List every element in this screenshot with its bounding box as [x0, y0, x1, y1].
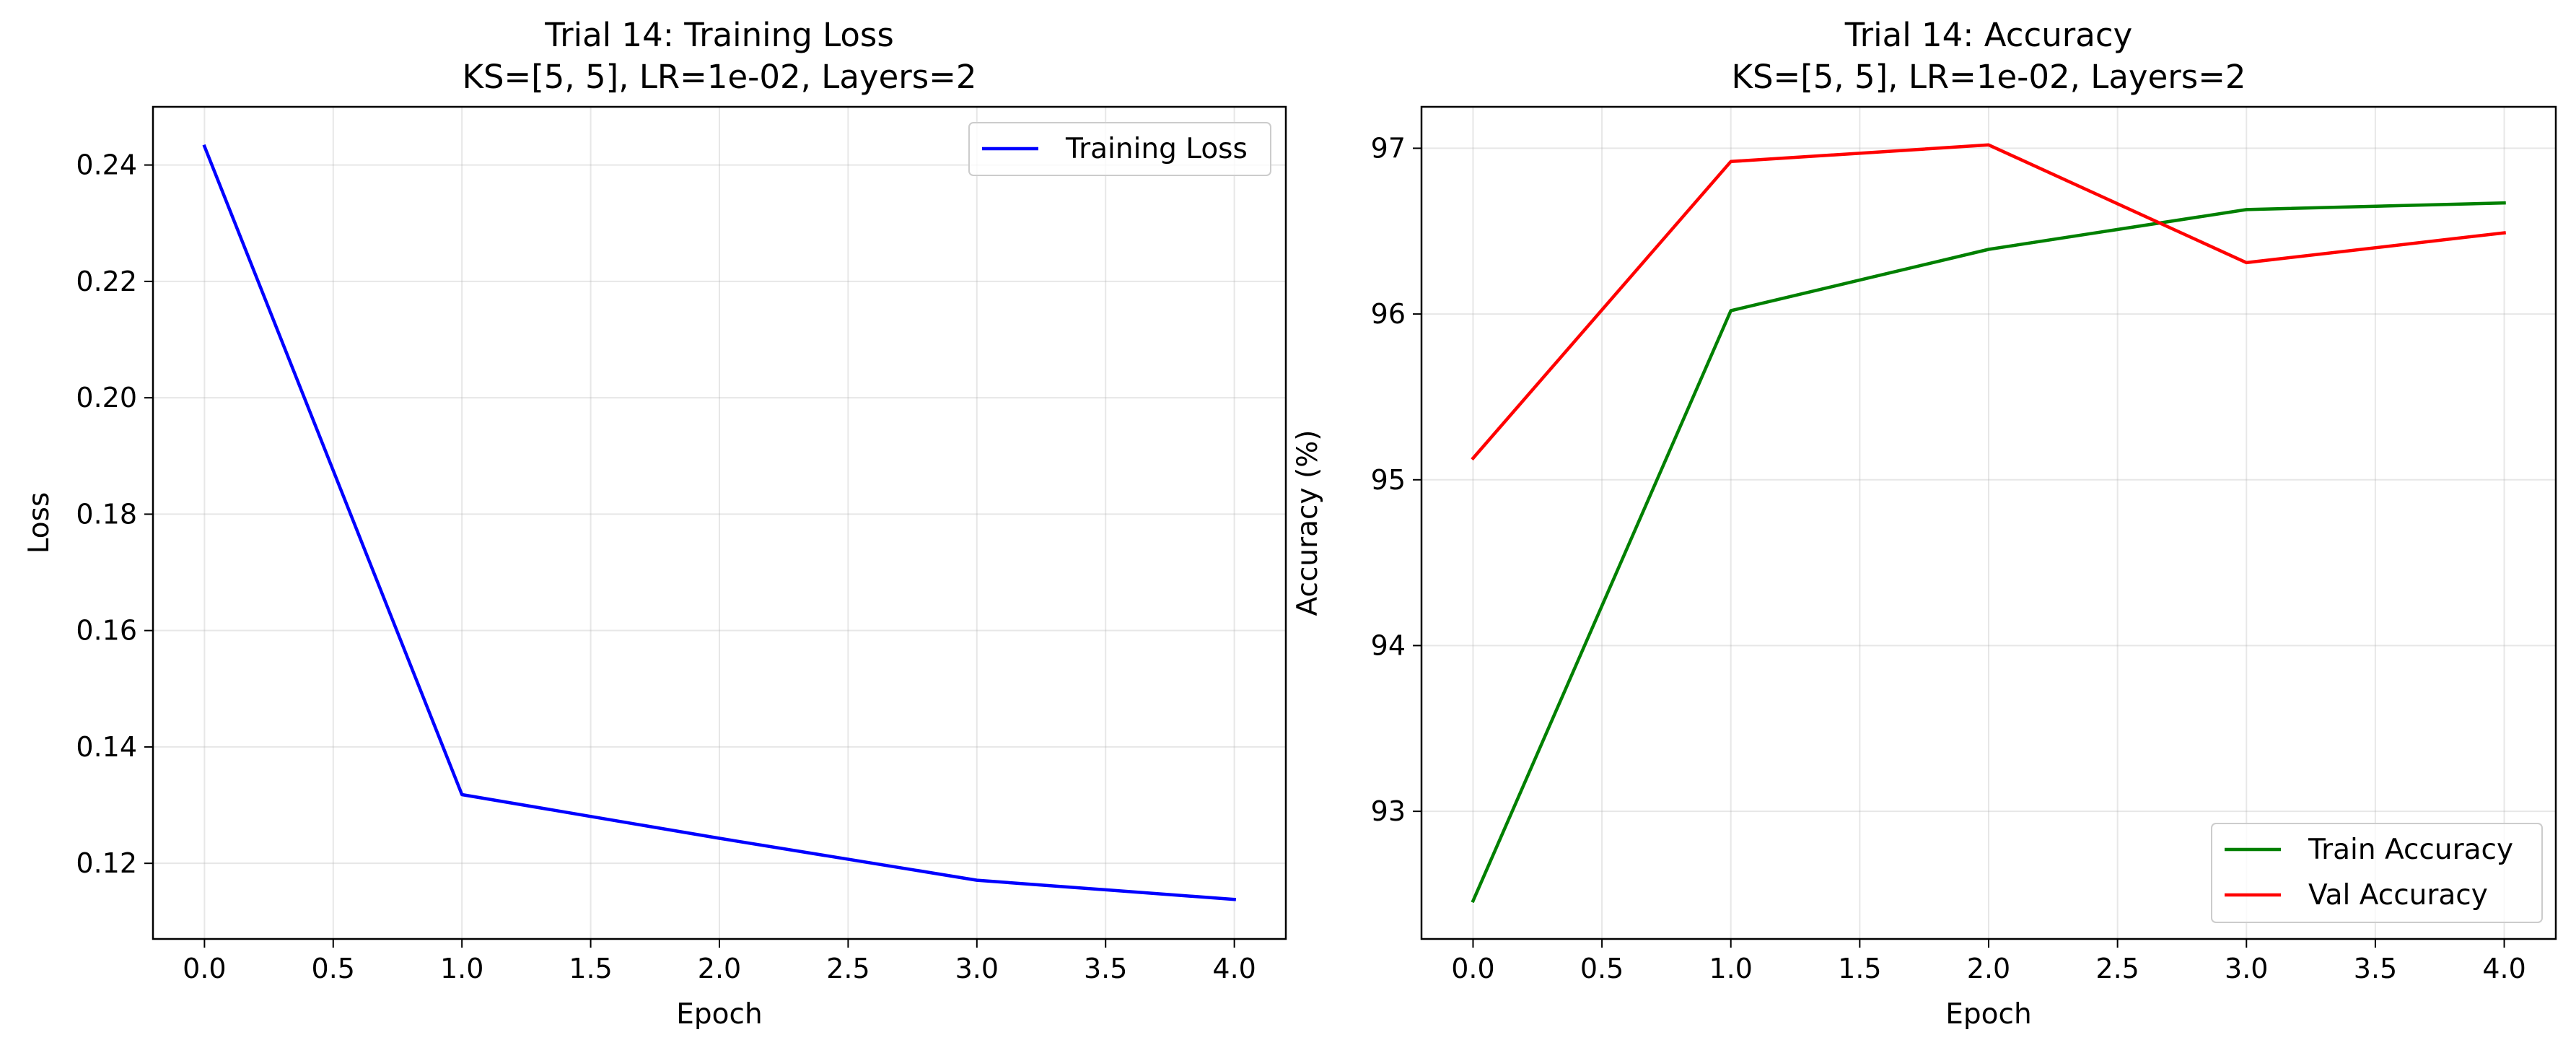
legend: Training Loss — [968, 122, 1271, 176]
y-tick-label: 0.24 — [76, 149, 137, 181]
x-tick-label: 2.5 — [2095, 953, 2139, 984]
x-tick-label: 2.0 — [1967, 953, 2010, 984]
axes-frame — [1420, 105, 2557, 940]
legend-box — [2211, 823, 2543, 923]
x-tick-label: 0.5 — [312, 953, 355, 984]
x-tick-label: 4.0 — [1212, 953, 1256, 984]
x-tick-label: 1.5 — [569, 953, 612, 984]
plot-area — [153, 107, 1286, 939]
chart-panel-1: 0.0 0.5 1.0 1.5 2.0 2.5 3.0 3.5 4.0 0.12 0.14 0.16 0… — [23, 16, 1287, 1031]
x-tick-label: 3.0 — [955, 953, 999, 984]
y-tick-label: 0.18 — [76, 498, 137, 530]
legend-box — [968, 122, 1271, 176]
legend-label-1: Train Accuracy — [2308, 834, 2513, 866]
legend: Train Accuracy Val Accuracy — [2211, 823, 2543, 923]
y-axis-label: Loss — [23, 492, 56, 554]
x-tick-label: 1.5 — [1838, 953, 1881, 984]
y-tick-label: 0.22 — [76, 266, 137, 297]
x-tick-label: 1.0 — [1709, 953, 1753, 984]
y-tick-label: 0.14 — [76, 731, 137, 763]
y-tick-label: 0.20 — [76, 382, 137, 414]
x-tick-label: 1.0 — [440, 953, 483, 984]
x-tick-label: 2.5 — [826, 953, 869, 984]
y-tick-label: 96 — [1371, 298, 1406, 330]
y-tick-label: 0.12 — [76, 847, 137, 879]
y-tick-label: 0.16 — [76, 615, 137, 647]
x-tick-label: 3.0 — [2225, 953, 2268, 984]
y-tick-label: 95 — [1371, 464, 1406, 496]
chart-subtitle: KS=[5, 5], LR=1e-02, Layers=2 — [462, 58, 976, 96]
x-tick-label: 0.5 — [1580, 953, 1624, 984]
chart-subtitle: KS=[5, 5], LR=1e-02, Layers=2 — [1731, 58, 2246, 96]
x-tick-label: 0.0 — [183, 953, 226, 984]
y-tick-label: 97 — [1371, 132, 1406, 164]
x-tick-label: 3.5 — [1084, 953, 1127, 984]
x-axis-label: Epoch — [1945, 998, 2031, 1031]
y-tick-label: 94 — [1371, 629, 1406, 661]
y-tick-label: 93 — [1371, 795, 1406, 827]
plot-area — [1421, 107, 2556, 939]
axes-frame — [152, 105, 1287, 940]
x-tick-label: 4.0 — [2482, 953, 2525, 984]
y-axis-label: Accuracy (%) — [1292, 430, 1324, 616]
x-tick-label: 2.0 — [698, 953, 741, 984]
x-axis-label: Epoch — [676, 998, 762, 1031]
x-tick-label: 3.5 — [2354, 953, 2397, 984]
chart-panel-2: 0.0 0.5 1.0 1.5 2.0 2.5 3.0 3.5 4.0 93 94 95 96 97 Tri… — [1292, 16, 2557, 1031]
chart-title: Trial 14: Training Loss — [544, 16, 894, 54]
legend-label-1: Training Loss — [1065, 133, 1248, 165]
chart-title: Trial 14: Accuracy — [1844, 16, 2132, 54]
legend-label-2: Val Accuracy — [2308, 879, 2488, 912]
x-tick-label: 0.0 — [1451, 953, 1494, 984]
